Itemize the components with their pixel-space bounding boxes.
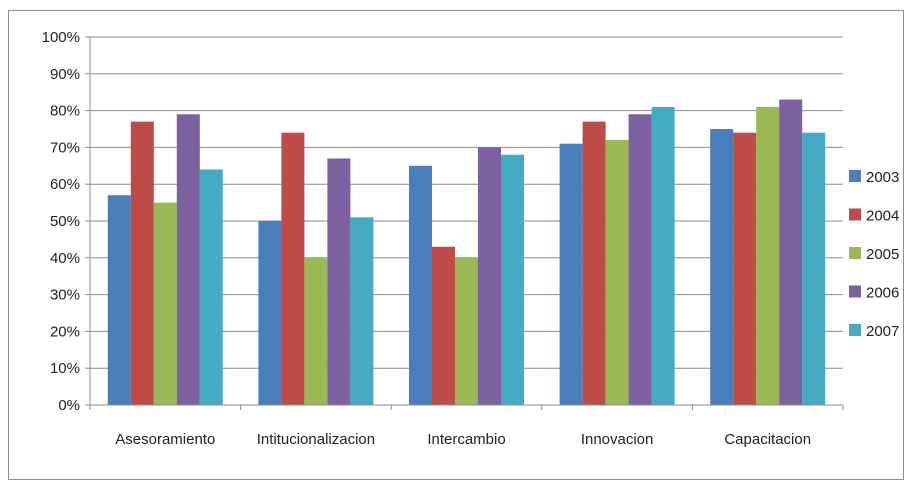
- legend-label-2003: 2003: [866, 169, 899, 186]
- bar-2003-asesoramiento: [107, 195, 131, 405]
- bar-2005-asesoramiento: [153, 202, 177, 405]
- bar-2004-intitucionalizacion: [281, 132, 305, 405]
- legend-label-2006: 2006: [866, 285, 899, 302]
- bar-2005-intitucionalizacion: [304, 257, 328, 405]
- x-tick-label: Capacitacion: [724, 431, 811, 448]
- x-tick-label: Innovacion: [581, 431, 654, 448]
- x-tick-label: Intercambio: [427, 431, 505, 448]
- bar-2003-intitucionalizacion: [258, 221, 282, 405]
- bar-2006-asesoramiento: [176, 114, 200, 405]
- bar-2005-intercambio: [455, 257, 478, 405]
- bar-2007-innovacion: [651, 106, 675, 406]
- bar-2006-intitucionalizacion: [327, 158, 351, 405]
- bar-2003-innovacion: [559, 143, 583, 405]
- y-tick-label: 40%: [50, 250, 80, 267]
- y-tick-label: 20%: [50, 323, 80, 340]
- x-axis-ticks: Asesoramiento Intitucionalizacion Intercam…: [89, 405, 844, 448]
- bar-2005-capacitacion: [756, 106, 780, 406]
- legend-swatch-2004: [849, 208, 861, 221]
- x-tick-label: Intitucionalizacion: [257, 431, 375, 448]
- bar-2004-asesoramiento: [130, 121, 154, 405]
- bar-2006-capacitacion: [779, 99, 803, 405]
- legend-swatch-2005: [849, 247, 861, 259]
- legend: 2003 2004 2005 2006 2007: [849, 169, 899, 340]
- x-tick-label: Asesoramiento: [115, 431, 215, 448]
- bar-2006-intercambio: [478, 147, 501, 405]
- legend-label-2005: 2005: [866, 246, 899, 263]
- bars: [107, 99, 826, 406]
- y-tick-label: 60%: [50, 176, 80, 193]
- y-tick-label: 50%: [50, 213, 80, 230]
- legend-label-2007: 2007: [866, 323, 899, 340]
- bar-2005-innovacion: [605, 140, 629, 406]
- axes: [89, 37, 843, 406]
- bar-2007-asesoramiento: [199, 169, 223, 405]
- bar-2003-intercambio: [409, 165, 432, 405]
- legend-label-2004: 2004: [866, 208, 899, 225]
- y-tick-label: 80%: [50, 103, 80, 120]
- bar-2003-capacitacion: [710, 129, 734, 405]
- legend-swatch-2007: [849, 324, 861, 336]
- y-tick-label: 30%: [50, 287, 80, 304]
- y-tick-label: 90%: [50, 66, 80, 83]
- y-axis-ticks: 0% 10% 20% 30% 40% 50% 60% 70% 80% 90% 100%: [42, 29, 90, 414]
- y-tick-label: 100%: [42, 29, 80, 46]
- bar-2004-capacitacion: [733, 132, 757, 405]
- bar-2006-innovacion: [628, 114, 652, 405]
- legend-swatch-2003: [849, 170, 861, 182]
- bar-2007-capacitacion: [802, 132, 826, 405]
- y-tick-label: 10%: [50, 360, 80, 377]
- bar-2007-intercambio: [501, 154, 524, 405]
- bar-2004-intercambio: [432, 246, 455, 405]
- bar-2004-innovacion: [582, 121, 606, 405]
- legend-swatch-2006: [849, 285, 861, 298]
- bar-2007-intitucionalizacion: [350, 217, 374, 405]
- y-tick-label: 70%: [50, 139, 80, 156]
- y-tick-label: 0%: [58, 397, 80, 414]
